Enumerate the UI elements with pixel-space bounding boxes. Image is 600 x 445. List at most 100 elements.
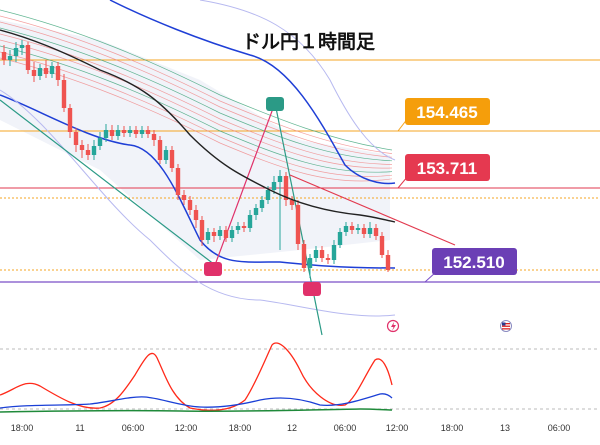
candle-body xyxy=(115,130,121,136)
candle-body xyxy=(133,130,139,134)
candle-body xyxy=(205,232,211,240)
candle-body xyxy=(217,230,223,236)
candle-body xyxy=(331,245,337,260)
candle-body xyxy=(61,80,67,108)
ma-fan-line xyxy=(0,9,393,151)
x-axis: 18:00 11 06:00 12:00 18:00 12 06:00 12:00 18:00 1… xyxy=(11,423,571,433)
us-flag-event-icon[interactable] xyxy=(500,320,512,332)
candle-body xyxy=(127,130,133,133)
candle-body xyxy=(253,208,259,215)
band-outer-top xyxy=(109,0,396,185)
x-tick-label: 11 xyxy=(75,423,84,433)
candle-body xyxy=(169,150,175,168)
candle-body xyxy=(157,140,163,160)
price-label-152510: 152.510 xyxy=(443,253,504,272)
marker-pink-left xyxy=(204,262,222,276)
x-tick-label: 06:00 xyxy=(548,423,571,433)
price-callout-153711: 153.711 xyxy=(397,154,490,189)
candle-body xyxy=(37,68,43,76)
ma-fan-line xyxy=(0,15,393,154)
osc-line-blue xyxy=(0,393,393,409)
trend-line-red-down xyxy=(289,174,456,246)
candle-body xyxy=(361,228,367,234)
x-tick-label: 12 xyxy=(287,423,297,433)
candle-body xyxy=(109,130,115,136)
x-tick-label: 18:00 xyxy=(441,423,464,433)
candle-body xyxy=(367,228,373,234)
x-tick-label: 18:00 xyxy=(11,423,34,433)
candles xyxy=(1,40,391,278)
marker-green-top xyxy=(266,97,284,111)
candle-body xyxy=(19,45,25,48)
candle-body xyxy=(73,132,79,145)
candle-body xyxy=(379,236,385,255)
candle-body xyxy=(337,232,343,245)
candle-body xyxy=(259,200,265,208)
candle-body xyxy=(373,228,379,236)
candle-body xyxy=(235,226,241,230)
candle-body xyxy=(145,130,151,134)
candle-body xyxy=(277,176,283,182)
x-tick-label: 12:00 xyxy=(386,423,409,433)
candle-body xyxy=(43,68,49,74)
candle-body xyxy=(229,230,235,238)
candle-body xyxy=(13,48,19,56)
candle-body xyxy=(193,210,199,220)
candle-body xyxy=(313,250,319,258)
ma-line-black xyxy=(0,29,396,223)
candle-body xyxy=(355,228,361,230)
osc-line-green xyxy=(0,408,393,413)
candle-body xyxy=(163,150,169,160)
candle-body xyxy=(67,108,73,132)
candle-body xyxy=(307,258,313,268)
candle-body xyxy=(181,195,187,200)
candle-body xyxy=(319,250,325,258)
candle-body xyxy=(79,145,85,150)
price-callout-154465: 154.465 xyxy=(397,98,490,132)
candle-body xyxy=(7,56,13,60)
band-outer-bottom xyxy=(0,94,396,269)
candle-body xyxy=(85,150,91,155)
price-label-154465: 154.465 xyxy=(416,103,477,122)
candle-body xyxy=(349,226,355,230)
band-faint-top xyxy=(199,0,396,161)
candle-body xyxy=(283,176,289,200)
x-tick-label: 06:00 xyxy=(122,423,145,433)
ma-fan-line xyxy=(0,51,393,177)
x-tick-label: 06:00 xyxy=(334,423,357,433)
price-label-153711: 153.711 xyxy=(417,159,478,178)
candle-body xyxy=(103,130,109,138)
ma-fan-line xyxy=(0,21,393,158)
candle-body xyxy=(187,200,193,210)
candle-body xyxy=(25,45,31,70)
candle-body xyxy=(175,168,181,195)
candle-body xyxy=(301,244,307,268)
candle-body xyxy=(31,70,37,76)
candle-body xyxy=(385,255,391,270)
candle-body xyxy=(241,226,247,228)
candle-body xyxy=(55,66,61,80)
ma-fan-line xyxy=(0,45,393,173)
candle-body xyxy=(49,66,55,74)
candle-body xyxy=(325,258,331,260)
candle-body xyxy=(1,52,7,60)
candle-body xyxy=(199,220,205,240)
price-callout-152510: 152.510 xyxy=(424,248,517,283)
candle-body xyxy=(289,200,295,205)
candle-body xyxy=(247,215,253,228)
candle-body xyxy=(91,146,97,155)
ma-fan-line xyxy=(0,57,393,182)
candle-body xyxy=(121,130,127,133)
trend-channel-teal xyxy=(0,99,216,266)
candle-body xyxy=(295,205,301,244)
candle-body xyxy=(151,134,157,140)
candle-body xyxy=(211,232,217,236)
marker-pink-bottom xyxy=(303,282,321,296)
x-tick-label: 13 xyxy=(500,423,510,433)
candle-body xyxy=(139,130,145,134)
candle-body xyxy=(271,182,277,190)
osc-line-red xyxy=(0,342,393,412)
lightning-event-icon[interactable] xyxy=(386,319,400,333)
x-tick-label: 18:00 xyxy=(229,423,252,433)
